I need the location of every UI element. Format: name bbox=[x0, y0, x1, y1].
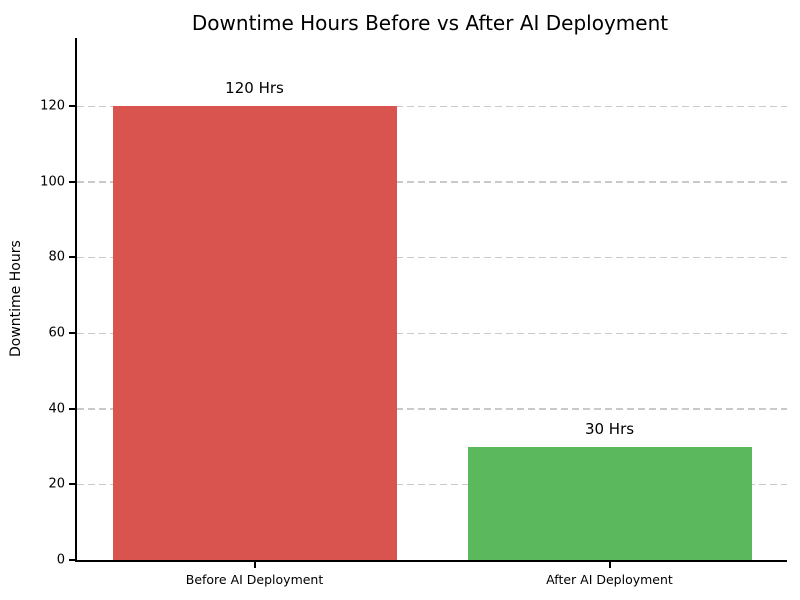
gridline bbox=[77, 408, 787, 410]
y-tick-label: 0 bbox=[56, 552, 65, 568]
x-tick-label: After AI Deployment bbox=[546, 572, 673, 587]
gridline bbox=[77, 256, 787, 259]
bar bbox=[112, 106, 397, 560]
x-tick-mark bbox=[253, 560, 256, 568]
y-tick-label: 120 bbox=[40, 98, 65, 114]
y-tick-label: 20 bbox=[48, 476, 65, 492]
y-axis-label: Downtime Hours bbox=[8, 240, 24, 358]
y-tick-label: 60 bbox=[48, 325, 65, 341]
gridline bbox=[77, 332, 787, 335]
x-tick-mark bbox=[608, 560, 611, 568]
chart-title: Downtime Hours Before vs After AI Deploy… bbox=[191, 11, 669, 35]
y-tick-mark bbox=[69, 105, 77, 108]
x-tick-label: Before AI Deployment bbox=[185, 572, 324, 587]
y-tick-mark bbox=[69, 332, 77, 335]
bar bbox=[467, 446, 752, 560]
y-tick-mark bbox=[69, 559, 77, 561]
y-tick-mark bbox=[69, 256, 77, 259]
y-tick-label: 80 bbox=[48, 249, 65, 265]
gridline bbox=[77, 181, 787, 183]
y-tick-mark bbox=[69, 407, 77, 410]
y-tick-mark bbox=[69, 180, 77, 183]
gridline bbox=[77, 483, 787, 486]
y-tick-label: 100 bbox=[40, 174, 65, 190]
y-tick-label: 40 bbox=[48, 401, 65, 417]
y-tick-mark bbox=[69, 483, 77, 486]
bar-value-label: 120 Hrs bbox=[225, 79, 284, 98]
plot-area: 0 20 40 60 80 100 120 120 Hrs Before AI Deployme… bbox=[40, 38, 787, 587]
bar-value-label: 30 Hrs bbox=[584, 419, 635, 438]
gridline bbox=[77, 105, 787, 108]
